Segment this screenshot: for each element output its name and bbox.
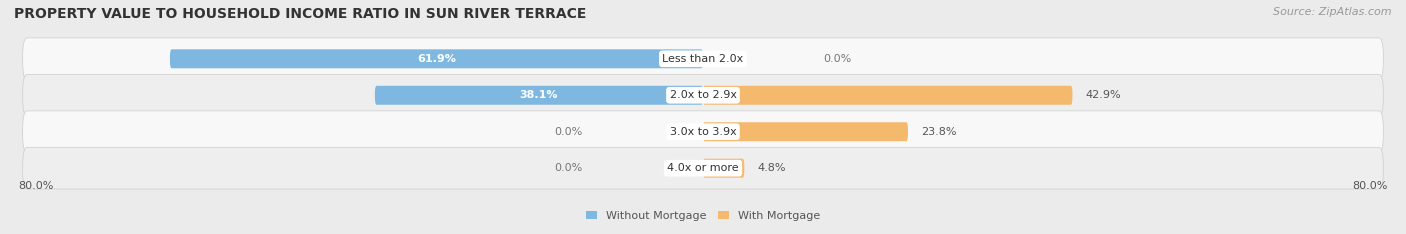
Text: 38.1%: 38.1% xyxy=(520,90,558,100)
FancyBboxPatch shape xyxy=(22,74,1384,116)
Text: Source: ZipAtlas.com: Source: ZipAtlas.com xyxy=(1274,7,1392,17)
Text: PROPERTY VALUE TO HOUSEHOLD INCOME RATIO IN SUN RIVER TERRACE: PROPERTY VALUE TO HOUSEHOLD INCOME RATIO… xyxy=(14,7,586,21)
Legend: Without Mortgage, With Mortgage: Without Mortgage, With Mortgage xyxy=(582,207,824,226)
Text: 61.9%: 61.9% xyxy=(418,54,456,64)
FancyBboxPatch shape xyxy=(170,49,703,68)
Text: 4.0x or more: 4.0x or more xyxy=(668,163,738,173)
FancyBboxPatch shape xyxy=(22,147,1384,189)
FancyBboxPatch shape xyxy=(22,38,1384,80)
Text: 0.0%: 0.0% xyxy=(824,54,852,64)
FancyBboxPatch shape xyxy=(375,86,703,105)
Text: 23.8%: 23.8% xyxy=(921,127,956,137)
Text: 0.0%: 0.0% xyxy=(554,163,582,173)
Text: 3.0x to 3.9x: 3.0x to 3.9x xyxy=(669,127,737,137)
Text: 80.0%: 80.0% xyxy=(1353,181,1388,191)
Text: 2.0x to 2.9x: 2.0x to 2.9x xyxy=(669,90,737,100)
Text: Less than 2.0x: Less than 2.0x xyxy=(662,54,744,64)
FancyBboxPatch shape xyxy=(703,86,1073,105)
Text: 42.9%: 42.9% xyxy=(1085,90,1121,100)
Text: 4.8%: 4.8% xyxy=(758,163,786,173)
Text: 0.0%: 0.0% xyxy=(554,127,582,137)
FancyBboxPatch shape xyxy=(22,111,1384,153)
Text: 80.0%: 80.0% xyxy=(18,181,53,191)
FancyBboxPatch shape xyxy=(703,122,908,141)
FancyBboxPatch shape xyxy=(703,159,744,178)
